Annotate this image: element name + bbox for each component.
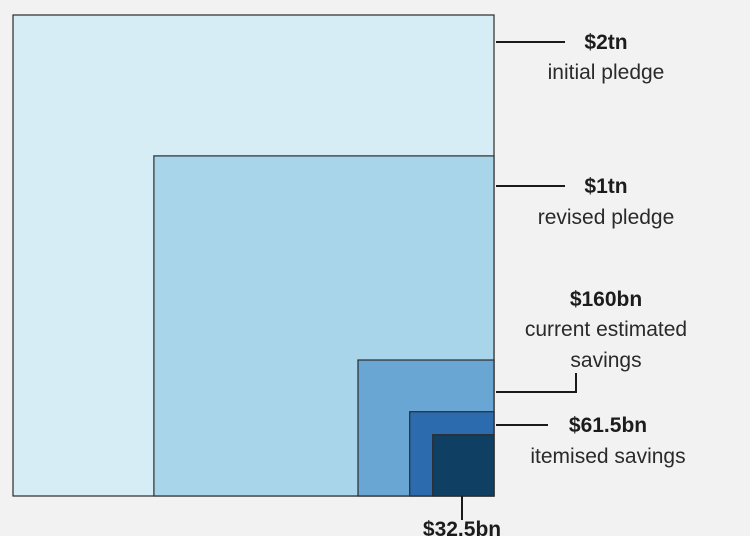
value-label-2tn: $2tn	[584, 31, 627, 54]
description-label-1tn: revised pledge	[538, 206, 675, 229]
value-label-61-5bn: $61.5bn	[569, 414, 647, 437]
value-label-1tn: $1tn	[584, 175, 627, 198]
description-label-61-5bn: itemised savings	[530, 445, 685, 468]
squares-group	[12, 14, 495, 497]
value-label-32-5bn: $32.5bn	[423, 518, 501, 536]
value-label-160bn: $160bn	[570, 288, 642, 311]
square-32-5bn	[432, 434, 495, 497]
description-label-160bn-line2: savings	[570, 349, 641, 372]
leader-line-160bn	[496, 373, 577, 393]
description-label-2tn: initial pledge	[548, 61, 665, 84]
labels-group: $2tn initial pledge $1tn revised pledge $160…	[423, 31, 687, 536]
description-label-160bn: current estimated	[525, 318, 687, 341]
